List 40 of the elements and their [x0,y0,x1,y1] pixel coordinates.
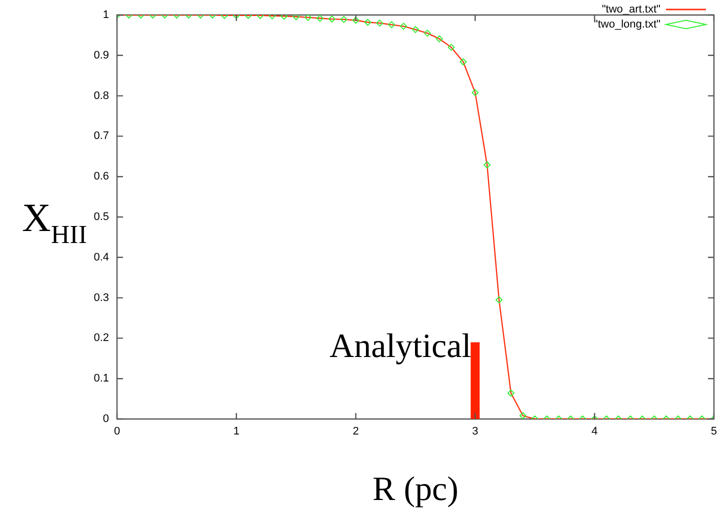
y-tick-label: 0.8 [94,90,109,102]
y-tick-label: 0.2 [94,332,109,344]
x-tick-label: 2 [352,426,359,438]
point [519,412,526,419]
y-tick-label: 0 [102,413,109,426]
point [328,16,336,23]
y-tick-label: 0.4 [94,251,109,264]
x-axis-title: R (pc) [372,471,458,508]
x-tick-label: 5 [710,426,718,438]
legend-label: "two_art.txt" [602,4,661,16]
point [340,16,348,23]
point [376,20,384,27]
point [388,21,396,28]
x-tick-label: 3 [472,426,478,438]
point [460,58,467,66]
annotation: Analytical [330,328,472,366]
x-tick-label: 4 [591,426,598,438]
point [472,89,479,96]
point [448,44,455,51]
point [496,296,503,304]
point [424,30,431,37]
x-tick-label: 1 [233,426,240,438]
point [412,26,419,34]
point [304,15,312,21]
point [316,15,324,22]
y-tick-label: 0.7 [94,130,109,142]
point [364,18,372,26]
point [292,15,300,20]
point [352,16,360,24]
y-tick-label: 0.5 [94,211,109,224]
y-tick-label: 0.6 [94,170,109,183]
x-tick-label: 0 [114,426,120,438]
point [484,161,491,168]
y-tick-label: 1 [102,9,109,22]
point [436,35,443,42]
legend-label: "two_long.txt" [594,18,661,31]
y-tick-label: 0.1 [94,372,109,385]
y-tick-label: 0.3 [94,292,109,304]
y-tick-label: 0.9 [94,49,109,62]
point [400,22,408,30]
